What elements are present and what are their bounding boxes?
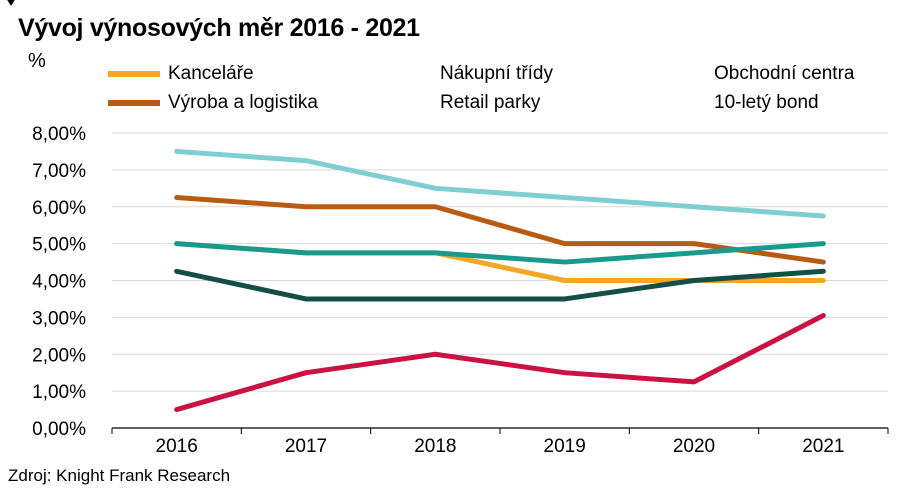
source-note: Zdroj: Knight Frank Research (8, 466, 231, 485)
x-tick-label: 2017 (285, 436, 327, 457)
legend-label-bond: 10-letý bond (714, 92, 819, 113)
legend-item-obchodni: Obchodní centra (714, 63, 854, 85)
legend-label-obchodni: Obchodní centra (714, 63, 855, 84)
y-tick-label: 3,00% (32, 308, 86, 329)
legend-swatch-kancelare (108, 70, 160, 77)
legend-swatch-vyroba (108, 99, 160, 106)
series-line-retail-parky (174, 241, 826, 265)
legend-item-nakupni: Nákupní třídy (440, 63, 553, 85)
x-tick-label: 2016 (156, 436, 198, 457)
y-tick-label: 5,00% (32, 235, 86, 256)
chart-title: Vývoj výnosových měr 2016 - 2021 (18, 14, 420, 42)
title-marker (6, 0, 16, 6)
series-line-obchodn-centra (174, 268, 826, 302)
y-tick-label: 7,00% (32, 161, 86, 182)
series-line-v-roba-a-logistika (174, 195, 826, 265)
y-tick-label: 4,00% (32, 272, 86, 293)
y-tick-label: 2,00% (32, 345, 86, 366)
y-axis-unit: % (28, 50, 46, 72)
x-tick-label: 2018 (414, 436, 456, 457)
legend-item-bond: 10-letý bond (714, 92, 819, 114)
legend-label-retail: Retail parky (440, 92, 541, 113)
y-tick-label: 1,00% (32, 382, 86, 403)
legend-label-nakupni: Nákupní třídy (440, 63, 553, 84)
legend-label-kancelare: Kanceláře (168, 63, 254, 84)
series-line-n-kupn-t-dy (174, 148, 826, 219)
y-tick-label: 0,00% (32, 419, 86, 440)
y-tick-label: 8,00% (32, 124, 86, 145)
legend-item-kancelare: Kanceláře (108, 63, 254, 85)
legend-item-retail: Retail parky (440, 92, 540, 114)
legend-label-vyroba: Výroba a logistika (168, 92, 318, 113)
x-tick-label: 2021 (802, 436, 844, 457)
x-tick-label: 2020 (673, 436, 715, 457)
x-tick-label: 2019 (544, 436, 586, 457)
series-line-10-let-bond (174, 313, 826, 413)
legend-item-vyroba: Výroba a logistika (108, 92, 318, 114)
y-tick-label: 6,00% (32, 198, 86, 219)
